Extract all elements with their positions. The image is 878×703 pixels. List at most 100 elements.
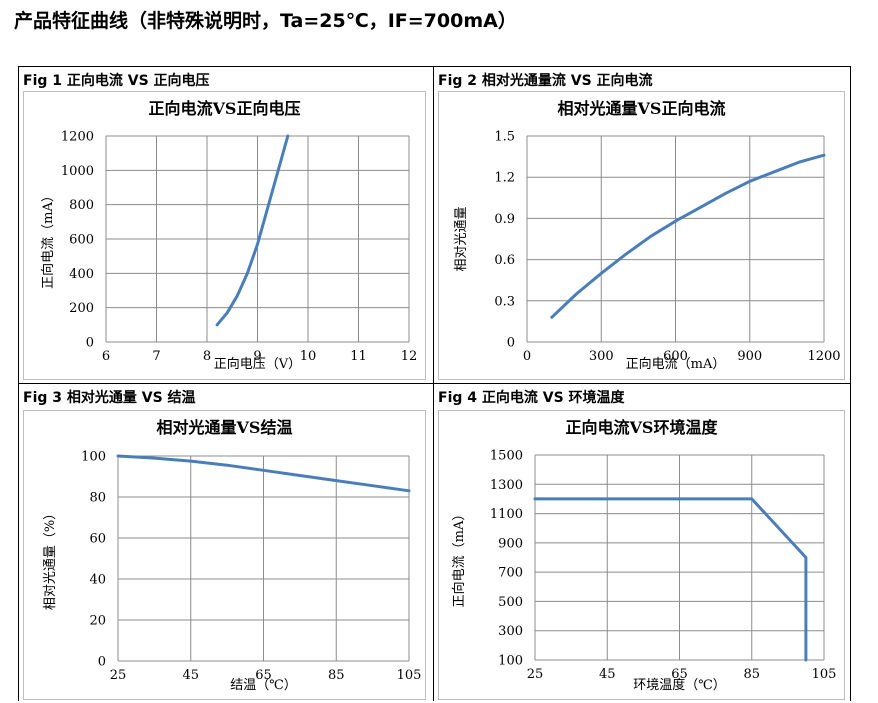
x-tick-label: 11 bbox=[350, 349, 367, 364]
x-tick-label: 65 bbox=[255, 668, 272, 683]
x-tick-label: 105 bbox=[397, 668, 422, 683]
figure-1-panel: 6 7 8 9 10 11 12 0 200 400 600 800 1000 1200 正向电流VS正向电… bbox=[23, 91, 426, 380]
data-point bbox=[674, 219, 677, 223]
x-tick-label: 10 bbox=[300, 349, 317, 364]
x-tick-label: 85 bbox=[743, 667, 760, 682]
x-tick-label: 300 bbox=[589, 349, 614, 364]
x-tick-label: 0 bbox=[523, 349, 531, 364]
figure-grid: Fig 1 正向电流 VS 正向电压 6 7 8 9 10 11 12 0 200 400 600 8… bbox=[18, 66, 851, 701]
y-tick-label: 400 bbox=[69, 267, 94, 282]
y-tick-label: 1.5 bbox=[494, 130, 515, 145]
data-point bbox=[822, 154, 826, 157]
x-tick-label: 25 bbox=[527, 667, 544, 682]
x-tick-label: 8 bbox=[203, 349, 211, 364]
y-tick-label: 600 bbox=[69, 233, 94, 248]
data-point bbox=[649, 235, 652, 238]
data-point bbox=[407, 489, 411, 493]
y-tick-label: 700 bbox=[498, 566, 523, 581]
data-point bbox=[624, 252, 628, 256]
y-tick-label: 0 bbox=[507, 336, 515, 351]
data-point bbox=[804, 556, 808, 559]
data-point bbox=[262, 469, 265, 472]
data-point bbox=[798, 160, 801, 164]
chart-title: 正向电流VS环境温度 bbox=[566, 418, 719, 437]
x-tick-label: 600 bbox=[663, 349, 688, 364]
figure-1-caption: Fig 1 正向电流 VS 正向电压 bbox=[23, 73, 210, 89]
figure-2-caption: Fig 2 相对光通量流 VS 正向电流 bbox=[438, 73, 653, 89]
data-point bbox=[575, 292, 578, 296]
data-point bbox=[335, 479, 338, 482]
figure-2-cell: Fig 2 相对光通量流 VS 正向电流 0 300 600 900 1200 0 0.3 0… bbox=[434, 67, 850, 384]
data-point bbox=[804, 658, 808, 662]
x-axis-label: 结温（℃） bbox=[230, 678, 297, 693]
figure-2-panel: 0 300 600 900 1200 0 0.3 0.6 0.9 1.2 1.5 相对光通量VS正向电… bbox=[438, 91, 845, 380]
x-tick-label: 85 bbox=[328, 668, 345, 683]
x-tick-label: 6 bbox=[102, 349, 110, 364]
series-line bbox=[533, 497, 808, 662]
data-point bbox=[246, 272, 249, 275]
data-point bbox=[371, 484, 374, 487]
data-point bbox=[286, 134, 289, 138]
y-tick-label: 0 bbox=[86, 336, 94, 351]
chart-title: 正向电流VS正向电压 bbox=[149, 99, 301, 118]
data-point bbox=[533, 497, 537, 501]
data-point bbox=[600, 272, 603, 275]
data-point bbox=[226, 311, 229, 315]
figure-1-cell: Fig 1 正向电流 VS 正向电压 6 7 8 9 10 11 12 0 200 400 600 8… bbox=[19, 67, 434, 384]
x-tick-label: 9 bbox=[253, 349, 261, 364]
y-tick-label: 20 bbox=[89, 614, 106, 629]
y-tick-label: 1200 bbox=[61, 130, 94, 145]
series-line bbox=[215, 134, 290, 327]
figure-1-chart: 6 7 8 9 10 11 12 0 200 400 600 800 1000 1200 正向电流VS正向电… bbox=[40, 99, 418, 372]
y-tick-label: 800 bbox=[69, 198, 94, 213]
y-tick-label: 100 bbox=[81, 450, 106, 465]
x-tick-label: 45 bbox=[182, 668, 199, 683]
figure-4-chart: 25 45 65 85 105 100 300 500 700 900 1100 1300 1500 正向… bbox=[451, 418, 837, 693]
y-tick-label: 0.6 bbox=[494, 253, 515, 268]
x-axis-label: 环境温度（℃） bbox=[633, 677, 726, 693]
y-tick-label: 500 bbox=[498, 595, 523, 610]
y-tick-label: 0.3 bbox=[494, 294, 515, 309]
data-point bbox=[225, 464, 229, 467]
y-tick-label: 900 bbox=[498, 536, 523, 551]
y-tick-label: 300 bbox=[498, 624, 523, 639]
data-point bbox=[550, 316, 553, 319]
y-axis-label: 正向电流（mA） bbox=[451, 508, 467, 608]
data-point bbox=[276, 170, 279, 174]
data-point bbox=[153, 456, 156, 460]
figure-3-caption: Fig 3 相对光通量 VS 结温 bbox=[23, 390, 196, 406]
data-point bbox=[748, 180, 751, 183]
data-point bbox=[116, 454, 120, 458]
x-tick-label: 105 bbox=[812, 667, 837, 682]
figure-4-cell: Fig 4 正向电流 VS 环境温度 25 45 65 85 105 100 300 500 7… bbox=[434, 384, 850, 701]
data-point bbox=[773, 170, 776, 173]
chart-title: 相对光通量VS正向电流 bbox=[558, 99, 726, 118]
y-tick-label: 0.9 bbox=[494, 212, 515, 227]
data-point bbox=[256, 242, 259, 246]
y-tick-label: 1100 bbox=[490, 507, 523, 522]
figure-4-panel: 25 45 65 85 105 100 300 500 700 900 1100 1300 1500 正向… bbox=[438, 410, 845, 700]
data-point bbox=[699, 206, 702, 209]
x-tick-label: 12 bbox=[401, 349, 418, 364]
data-point bbox=[236, 294, 239, 297]
y-tick-label: 1000 bbox=[61, 164, 94, 179]
y-tick-label: 100 bbox=[498, 654, 523, 669]
x-tick-label: 900 bbox=[737, 349, 762, 364]
x-tick-label: 1200 bbox=[807, 349, 840, 364]
page-title: 产品特征曲线（非特殊说明时，Ta=25℃，IF=700mA） bbox=[14, 10, 517, 32]
y-axis-label: 相对光通量 bbox=[454, 206, 469, 271]
data-point bbox=[215, 323, 219, 327]
data-point bbox=[750, 497, 753, 501]
x-tick-label: 45 bbox=[599, 667, 616, 682]
figure-2-chart: 0 300 600 900 1200 0 0.3 0.6 0.9 1.2 1.5 相对光通量VS正向电… bbox=[454, 99, 841, 372]
y-axis-label: 正向电流（mA） bbox=[40, 189, 56, 289]
x-tick-label: 25 bbox=[110, 668, 127, 683]
y-tick-label: 1300 bbox=[490, 478, 523, 493]
data-point bbox=[298, 474, 302, 477]
chart-title: 相对光通量VS结温 bbox=[157, 418, 293, 437]
figure-4-caption: Fig 4 正向电流 VS 环境温度 bbox=[438, 390, 625, 406]
x-tick-label: 65 bbox=[671, 667, 688, 682]
y-tick-label: 60 bbox=[89, 532, 106, 547]
y-tick-label: 1500 bbox=[490, 449, 523, 464]
